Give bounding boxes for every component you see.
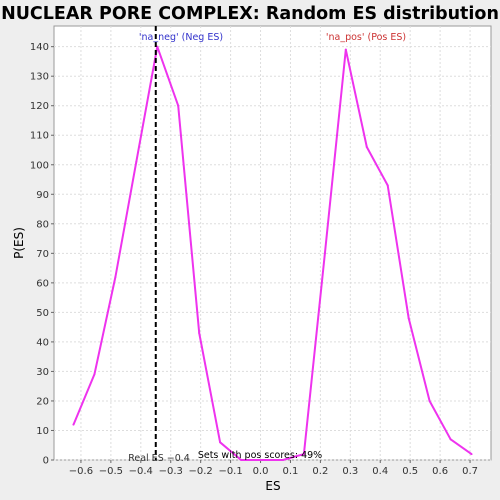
y-tick-label: 10 <box>36 426 49 437</box>
data-point <box>302 453 305 456</box>
real-es-label: Real ES −0.4 <box>128 453 190 464</box>
y-tick-label: 130 <box>30 72 49 83</box>
y-tick-label: 70 <box>36 249 49 260</box>
y-tick-label: 80 <box>36 219 49 230</box>
data-point <box>177 104 180 107</box>
y-tick-label: 140 <box>30 42 49 53</box>
chart-title: NUCLEAR PORE COMPLEX: Random ES distribu… <box>1 4 499 24</box>
x-tick-label: 0.2 <box>312 466 328 477</box>
x-tick-label: 0.1 <box>283 466 299 477</box>
data-point <box>114 275 117 278</box>
plot-area <box>53 25 492 461</box>
data-point <box>72 423 75 426</box>
data-point <box>93 373 96 376</box>
series-line <box>72 45 473 461</box>
y-tick-label: 90 <box>36 190 49 201</box>
data-point <box>323 252 326 255</box>
data-point <box>428 399 431 402</box>
x-axis-label: ES <box>265 479 280 493</box>
x-axis-ticks: −0.6 −0.5 −0.4 −0.3 −0.2 −0.1 0.0 0.1 0.2 0.3 0.4 0… <box>69 460 478 477</box>
x-tick-label: 0.4 <box>372 466 388 477</box>
data-point <box>344 48 347 51</box>
data-point <box>261 459 264 461</box>
y-axis-ticks: 0 10 20 30 40 50 60 70 80 90 100 110 120 130 140 <box>30 42 54 467</box>
x-tick-label: −0.6 <box>69 466 93 477</box>
x-tick-label: 0.5 <box>402 466 418 477</box>
x-tick-label: −0.5 <box>99 466 123 477</box>
pos-es-annotation: 'na_pos' (Pos ES) <box>326 32 406 43</box>
x-tick-label: 0.6 <box>432 466 448 477</box>
y-tick-label: 100 <box>30 160 49 171</box>
data-point <box>365 146 368 149</box>
x-tick-label: 0.3 <box>342 466 358 477</box>
y-tick-label: 50 <box>36 308 49 319</box>
series-layer <box>72 45 473 461</box>
x-tick-label: −0.4 <box>129 466 153 477</box>
data-point <box>240 459 243 461</box>
grid <box>54 26 491 461</box>
data-point <box>386 184 389 187</box>
y-tick-label: 110 <box>30 131 49 142</box>
neg-es-annotation: 'na_neg' (Neg ES) <box>139 32 223 43</box>
x-tick-label: −0.3 <box>159 466 183 477</box>
y-tick-label: 20 <box>36 396 49 407</box>
data-point <box>219 441 222 444</box>
y-tick-label: 30 <box>36 367 49 378</box>
y-axis-label: P(ES) <box>12 227 26 259</box>
x-tick-label: −0.1 <box>218 466 242 477</box>
data-point <box>470 453 473 456</box>
data-point <box>407 317 410 320</box>
sets-pos-scores-label: Sets with pos scores: 49% <box>198 450 322 461</box>
y-tick-label: 40 <box>36 337 49 348</box>
data-point <box>198 332 201 335</box>
data-point <box>449 438 452 441</box>
x-tick-label: −0.2 <box>189 466 213 477</box>
data-point <box>281 459 284 461</box>
y-tick-label: 0 <box>43 456 49 467</box>
x-tick-label: 0.0 <box>253 466 269 477</box>
data-point <box>135 160 138 163</box>
y-tick-label: 60 <box>36 278 49 289</box>
x-tick-label: 0.7 <box>462 466 478 477</box>
y-tick-label: 120 <box>30 101 49 112</box>
